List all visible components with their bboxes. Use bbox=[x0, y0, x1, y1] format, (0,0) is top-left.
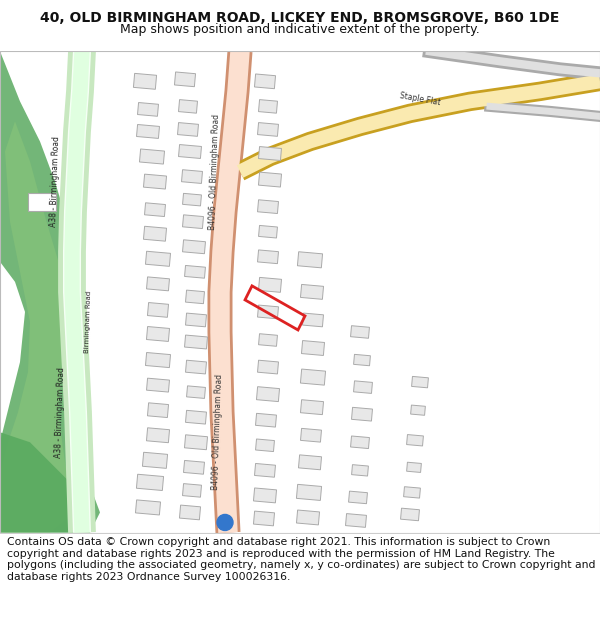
Polygon shape bbox=[0, 121, 75, 532]
Polygon shape bbox=[146, 326, 170, 341]
Polygon shape bbox=[301, 400, 323, 414]
Polygon shape bbox=[145, 251, 170, 266]
Polygon shape bbox=[184, 435, 208, 450]
Polygon shape bbox=[146, 378, 169, 392]
Polygon shape bbox=[256, 387, 280, 402]
Text: A38 - Birmingham Road: A38 - Birmingham Road bbox=[49, 136, 61, 227]
Polygon shape bbox=[259, 146, 281, 161]
Polygon shape bbox=[148, 403, 169, 418]
Polygon shape bbox=[256, 439, 274, 451]
Polygon shape bbox=[185, 313, 206, 327]
Polygon shape bbox=[133, 73, 157, 89]
Polygon shape bbox=[350, 326, 370, 338]
Polygon shape bbox=[257, 250, 278, 264]
Polygon shape bbox=[175, 72, 196, 87]
Polygon shape bbox=[185, 360, 206, 374]
Polygon shape bbox=[259, 226, 277, 238]
Polygon shape bbox=[301, 341, 325, 356]
Text: Birmingham Road: Birmingham Road bbox=[84, 291, 92, 353]
Polygon shape bbox=[137, 102, 158, 116]
Polygon shape bbox=[404, 487, 421, 498]
Polygon shape bbox=[298, 252, 323, 268]
Polygon shape bbox=[401, 508, 419, 521]
Polygon shape bbox=[257, 200, 278, 214]
Polygon shape bbox=[145, 202, 166, 216]
Polygon shape bbox=[182, 240, 205, 254]
Polygon shape bbox=[352, 464, 368, 476]
Polygon shape bbox=[353, 381, 373, 393]
Polygon shape bbox=[136, 474, 164, 491]
Polygon shape bbox=[0, 432, 95, 532]
Polygon shape bbox=[259, 99, 277, 113]
Polygon shape bbox=[139, 149, 164, 164]
Polygon shape bbox=[148, 302, 169, 318]
Polygon shape bbox=[185, 290, 205, 304]
Text: 40, OLD BIRMINGHAM ROAD, LICKEY END, BROMSGROVE, B60 1DE: 40, OLD BIRMINGHAM ROAD, LICKEY END, BRO… bbox=[40, 11, 560, 25]
Text: B4096 - Old Birmingham Road: B4096 - Old Birmingham Road bbox=[208, 114, 221, 229]
Polygon shape bbox=[301, 428, 322, 442]
Polygon shape bbox=[187, 386, 205, 398]
Text: B4096 - Old Birmingham Road: B4096 - Old Birmingham Road bbox=[211, 374, 224, 491]
Polygon shape bbox=[410, 405, 425, 415]
Polygon shape bbox=[0, 51, 100, 532]
Polygon shape bbox=[257, 122, 278, 136]
Polygon shape bbox=[145, 352, 170, 367]
Polygon shape bbox=[143, 226, 167, 241]
Polygon shape bbox=[301, 369, 326, 385]
Polygon shape bbox=[182, 215, 203, 229]
Polygon shape bbox=[253, 488, 277, 503]
Polygon shape bbox=[182, 484, 202, 497]
Polygon shape bbox=[185, 411, 206, 424]
Text: Contains OS data © Crown copyright and database right 2021. This information is : Contains OS data © Crown copyright and d… bbox=[7, 537, 596, 582]
Polygon shape bbox=[259, 334, 277, 346]
Polygon shape bbox=[28, 192, 56, 211]
Polygon shape bbox=[407, 434, 424, 446]
Polygon shape bbox=[182, 170, 202, 184]
Polygon shape bbox=[257, 305, 278, 319]
Text: Staple Flat: Staple Flat bbox=[399, 91, 441, 108]
Polygon shape bbox=[352, 408, 373, 421]
Polygon shape bbox=[296, 510, 320, 525]
Polygon shape bbox=[184, 461, 205, 474]
Polygon shape bbox=[254, 464, 275, 478]
Text: Map shows position and indicative extent of the property.: Map shows position and indicative extent… bbox=[120, 23, 480, 36]
Polygon shape bbox=[353, 354, 370, 366]
Polygon shape bbox=[182, 193, 202, 206]
Polygon shape bbox=[412, 376, 428, 388]
Polygon shape bbox=[137, 124, 160, 138]
Polygon shape bbox=[143, 174, 167, 189]
Polygon shape bbox=[350, 436, 370, 449]
Polygon shape bbox=[253, 511, 275, 526]
Polygon shape bbox=[185, 266, 205, 278]
Polygon shape bbox=[256, 413, 277, 427]
Polygon shape bbox=[259, 278, 281, 292]
Polygon shape bbox=[136, 500, 161, 515]
Polygon shape bbox=[346, 514, 367, 528]
Polygon shape bbox=[259, 172, 281, 187]
Polygon shape bbox=[142, 452, 167, 468]
Polygon shape bbox=[349, 491, 367, 504]
Polygon shape bbox=[179, 99, 197, 113]
Text: A38 - Birmingham Road: A38 - Birmingham Road bbox=[54, 367, 66, 458]
Polygon shape bbox=[296, 484, 322, 501]
Polygon shape bbox=[298, 455, 322, 470]
Polygon shape bbox=[254, 74, 275, 89]
Polygon shape bbox=[179, 505, 200, 520]
Polygon shape bbox=[301, 284, 323, 299]
Polygon shape bbox=[179, 144, 202, 159]
Polygon shape bbox=[257, 360, 278, 374]
Polygon shape bbox=[146, 277, 169, 291]
Polygon shape bbox=[302, 313, 323, 327]
Polygon shape bbox=[146, 428, 170, 442]
Circle shape bbox=[217, 514, 233, 531]
Polygon shape bbox=[407, 462, 421, 472]
Polygon shape bbox=[178, 122, 199, 136]
Polygon shape bbox=[185, 335, 208, 349]
